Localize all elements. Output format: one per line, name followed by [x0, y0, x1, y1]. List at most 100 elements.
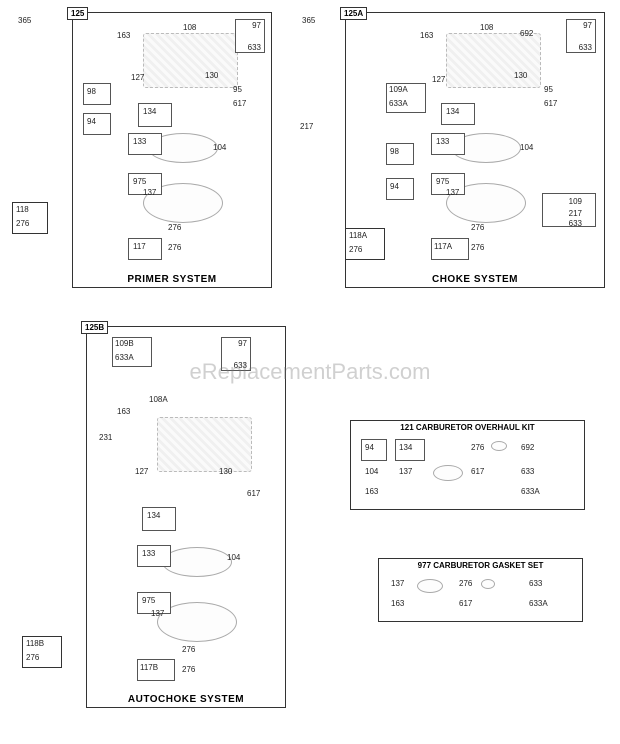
title-gasket: 977 CARBURETOR GASKET SET — [379, 561, 582, 570]
lbl-633ag: 633A — [529, 599, 548, 608]
lbl-276bc: 276 — [471, 243, 484, 252]
lbl-118a: 118A — [349, 231, 367, 240]
lbl-109ac: 109A — [389, 85, 408, 94]
lbl-365c: 365 — [302, 16, 315, 25]
lbl-97c2: 97 — [583, 21, 592, 30]
lbl-633t: 633 — [248, 43, 261, 52]
corner-label-autochoke: 125B — [81, 321, 108, 334]
lbl-231a: 231 — [99, 433, 112, 442]
lbl-276a: 276 — [168, 223, 181, 232]
lbl-163a: 163 — [117, 407, 130, 416]
lbl-130c: 130 — [514, 71, 527, 80]
lbl-104c: 104 — [520, 143, 533, 152]
lbl-109nc: 109 — [569, 197, 582, 206]
lbl-134c2: 134 — [446, 107, 459, 116]
lbl-117t: 117 — [133, 242, 146, 251]
lbl-163g: 163 — [391, 599, 404, 608]
lbl-104o: 104 — [365, 467, 378, 476]
lbl-134t: 134 — [143, 107, 156, 116]
lbl-98c2: 98 — [390, 147, 399, 156]
lbl-108aa: 108A — [149, 395, 168, 404]
sk-o2 — [491, 441, 507, 451]
panel-autochoke-system: 125B 163 108A 127 130 617 104 137 276 27… — [86, 326, 286, 708]
lbl-276g: 276 — [459, 579, 472, 588]
lbl-633cc: 633 — [569, 219, 582, 228]
lbl-95: 95 — [233, 85, 242, 94]
lbl-633ac: 633A — [389, 99, 408, 108]
box-118b: 118B 276 — [22, 636, 62, 668]
title-primer: PRIMER SYSTEM — [73, 274, 271, 285]
lbl-108: 108 — [183, 23, 196, 32]
lbl-633a2: 633 — [234, 361, 247, 370]
lbl-117ac2: 117A — [434, 242, 452, 251]
lbl-118a-276: 276 — [349, 245, 362, 254]
box-118: 118 276 — [12, 202, 48, 234]
box-118a: 118A 276 — [345, 228, 385, 260]
lbl-127a: 127 — [135, 467, 148, 476]
lbl-276ac: 276 — [471, 223, 484, 232]
lbl-127: 127 — [131, 73, 144, 82]
lbl-133c2: 133 — [436, 137, 449, 146]
lbl-617c: 617 — [544, 99, 557, 108]
lbl-94c2: 94 — [390, 182, 399, 191]
lbl-276ba: 276 — [182, 665, 195, 674]
sketch-float-a — [162, 547, 232, 577]
lbl-276aa: 276 — [182, 645, 195, 654]
lbl-127c: 127 — [432, 75, 445, 84]
lbl-692c: 692 — [520, 29, 533, 38]
lbl-975t: 975 — [133, 177, 146, 186]
lbl-118: 118 — [16, 205, 29, 214]
lbl-617: 617 — [233, 99, 246, 108]
lbl-137g: 137 — [391, 579, 404, 588]
lbl-133ab: 133 — [142, 549, 155, 558]
lbl-163: 163 — [117, 31, 130, 40]
title-choke: CHOKE SYSTEM — [346, 274, 604, 285]
title-autochoke: AUTOCHOKE SYSTEM — [87, 694, 285, 705]
sketch-carb-body — [143, 33, 238, 88]
lbl-633o: 633 — [521, 467, 534, 476]
lbl-633c2: 633 — [579, 43, 592, 52]
lbl-163o: 163 — [365, 487, 378, 496]
lbl-137: 137 — [143, 188, 156, 197]
lbl-617g: 617 — [459, 599, 472, 608]
lbl-108c: 108 — [480, 23, 493, 32]
sketch-carb-body-a — [157, 417, 252, 472]
lbl-633aa: 633A — [115, 353, 134, 362]
title-overhaul: 121 CARBURETOR OVERHAUL KIT — [351, 423, 584, 432]
lbl-97a2: 97 — [238, 339, 247, 348]
panel-gasket-set: 977 CARBURETOR GASKET SET 137 163 276 61… — [378, 558, 583, 622]
lbl-117bab: 117B — [140, 663, 158, 672]
lbl-137o: 137 — [399, 467, 412, 476]
lbl-130: 130 — [205, 71, 218, 80]
lbl-163c: 163 — [420, 31, 433, 40]
lbl-95c: 95 — [544, 85, 553, 94]
panel-overhaul-kit: 121 CARBURETOR OVERHAUL KIT 94 134 104 1… — [350, 420, 585, 510]
lbl-118b-276: 276 — [26, 653, 39, 662]
corner-label-primer: 125 — [67, 7, 88, 20]
lbl-94o: 94 — [365, 443, 374, 452]
sk-o1 — [433, 465, 463, 481]
lbl-98t: 98 — [87, 87, 96, 96]
lbl-118-276: 276 — [16, 219, 29, 228]
lbl-365-primer: 365 — [18, 16, 31, 25]
lbl-975ab: 975 — [142, 596, 155, 605]
lbl-94t: 94 — [87, 117, 96, 126]
lbl-133t: 133 — [133, 137, 146, 146]
lbl-104a: 104 — [227, 553, 240, 562]
sk-g1 — [417, 579, 443, 593]
lbl-617o: 617 — [471, 467, 484, 476]
lbl-134ab: 134 — [147, 511, 160, 520]
lbl-97t: 97 — [252, 21, 261, 30]
panel-primer-system: 125 163 108 127 130 95 617 104 137 276 2… — [72, 12, 272, 288]
lbl-617a: 617 — [247, 489, 260, 498]
sk-g2 — [481, 579, 495, 589]
lbl-217c: 217 — [300, 122, 313, 131]
lbl-109ba2: 109B — [115, 339, 134, 348]
lbl-134o: 134 — [399, 443, 412, 452]
lbl-633ao: 633A — [521, 487, 540, 496]
lbl-104: 104 — [213, 143, 226, 152]
lbl-130a: 130 — [219, 467, 232, 476]
corner-label-choke: 125A — [340, 7, 367, 20]
lbl-276b: 276 — [168, 243, 181, 252]
lbl-975c2: 975 — [436, 177, 449, 186]
